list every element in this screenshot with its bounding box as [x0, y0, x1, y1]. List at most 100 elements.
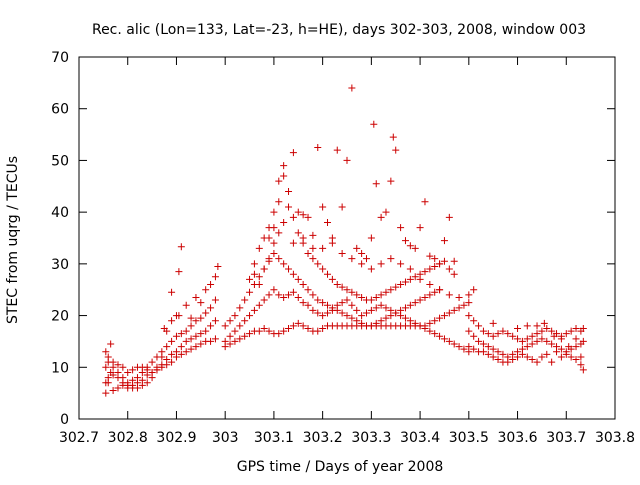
data-point	[304, 301, 312, 309]
data-point	[362, 309, 370, 317]
data-point	[102, 363, 110, 371]
data-point	[475, 322, 483, 330]
data-point	[533, 322, 541, 330]
data-point	[319, 325, 327, 332]
x-tick-label: 302.9	[156, 430, 196, 446]
y-tick-label: 0	[60, 412, 69, 428]
data-point	[372, 293, 380, 301]
data-point	[479, 348, 487, 356]
data-point	[550, 332, 558, 340]
data-point	[470, 317, 478, 325]
data-point	[231, 337, 239, 345]
data-point	[426, 265, 434, 273]
data-point	[226, 340, 234, 348]
data-point	[270, 286, 278, 294]
data-point	[314, 309, 322, 317]
data-point	[538, 327, 546, 335]
data-point	[440, 257, 448, 265]
data-point	[280, 218, 288, 226]
data-point	[280, 327, 288, 335]
data-point	[518, 350, 526, 358]
data-point	[114, 384, 122, 392]
x-tick-label: 303.3	[351, 430, 391, 446]
data-point	[207, 281, 215, 289]
data-point	[567, 327, 575, 335]
data-point	[299, 281, 307, 289]
y-tick-label: 50	[51, 153, 69, 169]
data-point	[124, 368, 132, 376]
data-point	[387, 312, 395, 320]
data-point	[275, 198, 283, 206]
data-point	[255, 327, 263, 335]
data-point	[445, 265, 453, 273]
data-point	[324, 309, 332, 317]
x-tick-label: 303.5	[449, 430, 489, 446]
data-point	[265, 255, 273, 263]
data-point	[309, 306, 317, 314]
data-point	[260, 296, 268, 304]
data-point	[494, 356, 502, 364]
data-point	[231, 312, 239, 320]
data-point	[450, 257, 458, 265]
data-point	[353, 291, 361, 299]
data-point	[211, 335, 219, 343]
data-point	[314, 296, 322, 304]
data-point	[543, 325, 551, 332]
data-point	[202, 309, 210, 317]
data-point	[289, 322, 297, 330]
data-point	[377, 301, 385, 309]
data-point	[319, 203, 327, 211]
data-point	[241, 317, 249, 325]
data-point	[426, 252, 434, 260]
data-point	[246, 330, 254, 338]
data-point	[338, 299, 346, 307]
data-point	[255, 281, 263, 289]
data-point	[431, 262, 439, 270]
data-point	[319, 244, 327, 252]
data-point	[577, 361, 585, 369]
data-point	[465, 312, 473, 320]
data-point	[579, 325, 587, 332]
data-point	[319, 312, 327, 320]
data-point	[285, 187, 293, 195]
data-point	[197, 340, 205, 348]
data-point	[579, 366, 587, 374]
data-point	[533, 358, 541, 366]
data-point	[138, 381, 146, 389]
chart-title: Rec. alic (Lon=133, Lat=-23, h=HE), days…	[92, 22, 586, 38]
data-point	[102, 379, 110, 387]
data-point	[528, 332, 536, 340]
data-point	[460, 301, 468, 309]
data-point	[255, 301, 263, 309]
data-point	[168, 288, 176, 296]
data-point	[299, 322, 307, 330]
data-point	[143, 366, 151, 374]
data-point	[236, 335, 244, 343]
data-point	[426, 319, 434, 327]
x-tick-label: 303	[212, 430, 239, 446]
y-tick-label: 30	[51, 257, 69, 273]
data-point	[153, 363, 161, 371]
data-point	[436, 260, 444, 268]
data-point	[514, 325, 522, 332]
x-tick-label: 303.6	[497, 430, 537, 446]
data-point	[250, 260, 258, 268]
data-point	[353, 317, 361, 325]
data-point	[129, 366, 137, 374]
data-point	[348, 301, 356, 309]
data-point	[397, 260, 405, 268]
plot-frame	[78, 56, 616, 420]
data-point	[187, 322, 195, 330]
data-point	[289, 288, 297, 296]
data-point	[489, 353, 497, 361]
data-point	[353, 306, 361, 314]
data-point	[270, 239, 278, 247]
data-point	[275, 330, 283, 338]
data-point	[202, 327, 210, 335]
data-point	[382, 208, 390, 216]
data-point	[241, 332, 249, 340]
data-point	[572, 325, 580, 332]
data-point	[324, 218, 332, 226]
data-point	[299, 211, 307, 219]
